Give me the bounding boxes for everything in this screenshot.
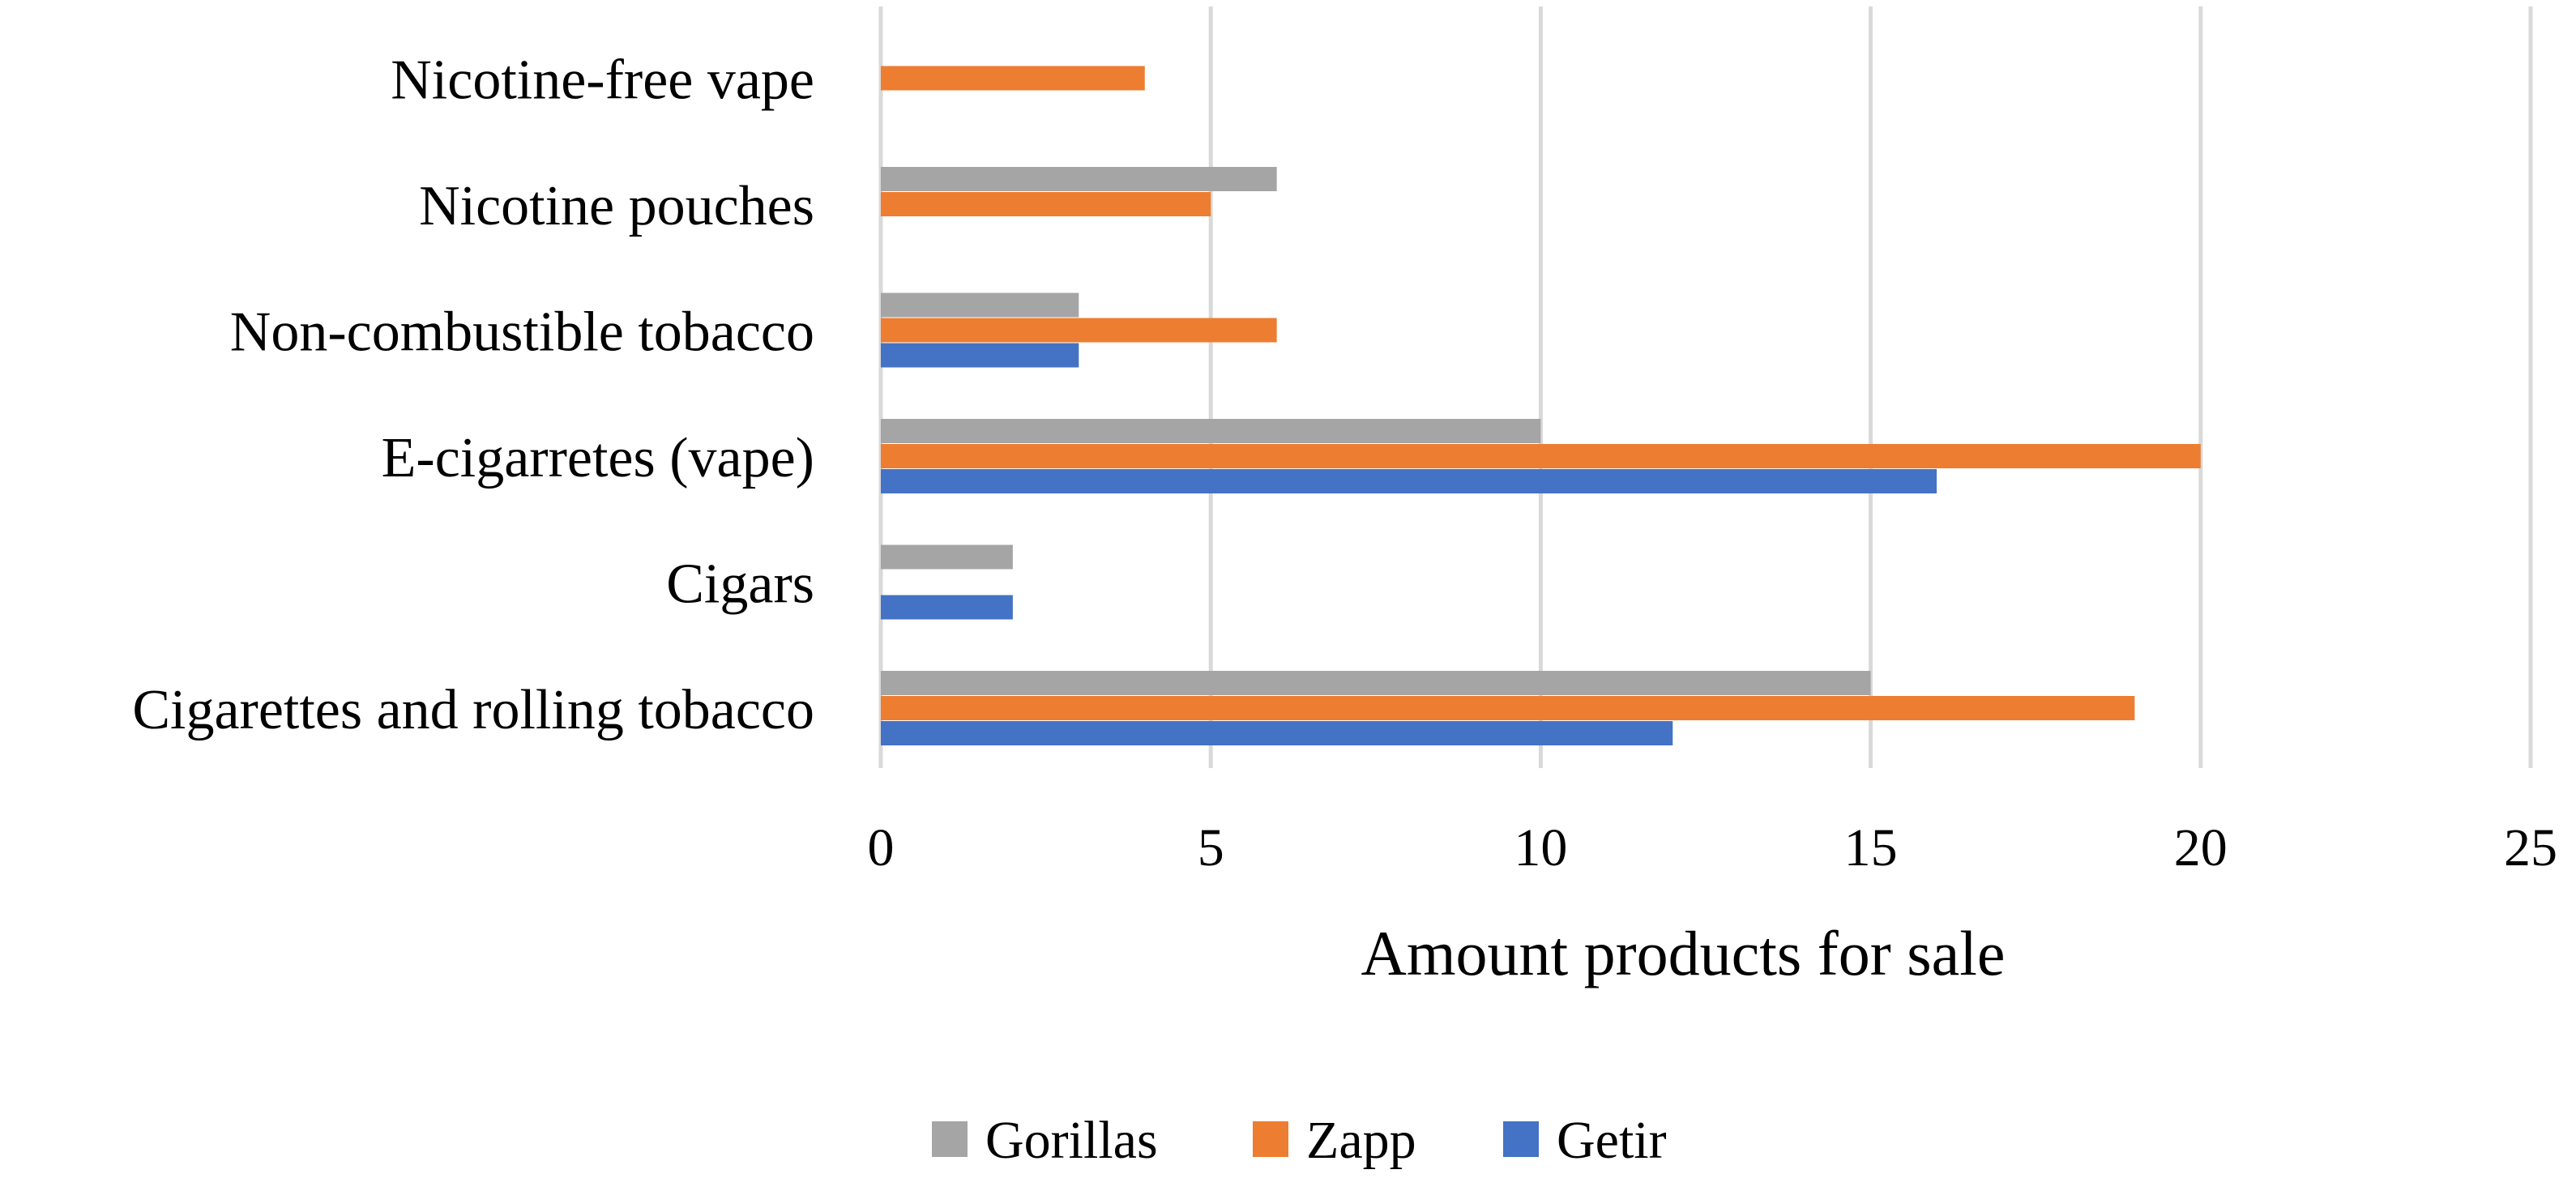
x-axis-ticks: 0 5 10 15 20 25 — [868, 818, 2558, 877]
bars — [881, 66, 2201, 745]
category-labels: Cigarettes and rolling tobacco Cigars E-ci… — [132, 49, 814, 742]
category-label: E-cigarretes (vape) — [382, 427, 814, 489]
legend-swatch-gorillas — [932, 1121, 968, 1157]
bar-gorillas-4 — [881, 167, 1277, 191]
legend: Gorillas Zapp Getir — [932, 1111, 1667, 1170]
bar-zapp-0 — [881, 696, 2135, 720]
x-tick-label-0: 0 — [868, 818, 895, 877]
x-axis-title: Amount products for sale — [1361, 918, 2005, 988]
x-tick-label-10: 10 — [1514, 818, 1567, 877]
bar-getir-1 — [881, 595, 1013, 620]
gridlines — [878, 6, 2533, 768]
category-label: Nicotine-free vape — [391, 49, 814, 112]
bar-zapp-3 — [881, 318, 1277, 343]
legend-swatch-getir — [1503, 1121, 1539, 1157]
bar-zapp-4 — [881, 192, 1211, 216]
legend-swatch-zapp — [1253, 1121, 1288, 1157]
legend-label-zapp: Zapp — [1306, 1111, 1416, 1170]
bar-getir-2 — [881, 469, 1937, 493]
bar-gorillas-1 — [881, 544, 1013, 570]
category-label: Non-combustible tobacco — [230, 301, 814, 364]
bar-zapp-5 — [881, 66, 1145, 91]
category-label: Nicotine pouches — [419, 175, 814, 237]
legend-label-getir: Getir — [1557, 1111, 1667, 1170]
x-tick-label-5: 5 — [1198, 818, 1224, 877]
legend-label-gorillas: Gorillas — [985, 1111, 1158, 1170]
bar-gorillas-3 — [881, 292, 1079, 318]
category-label: Cigarettes and rolling tobacco — [132, 679, 814, 741]
bar-zapp-2 — [881, 444, 2201, 468]
bar-gorillas-0 — [881, 671, 1871, 695]
category-label: Cigars — [666, 553, 814, 616]
bar-gorillas-2 — [881, 419, 1541, 443]
x-tick-label-20: 20 — [2174, 818, 2228, 877]
bar-getir-3 — [881, 343, 1079, 368]
x-tick-label-15: 15 — [1844, 818, 1898, 877]
x-tick-label-25: 25 — [2504, 818, 2557, 877]
bar-getir-0 — [881, 721, 1673, 745]
